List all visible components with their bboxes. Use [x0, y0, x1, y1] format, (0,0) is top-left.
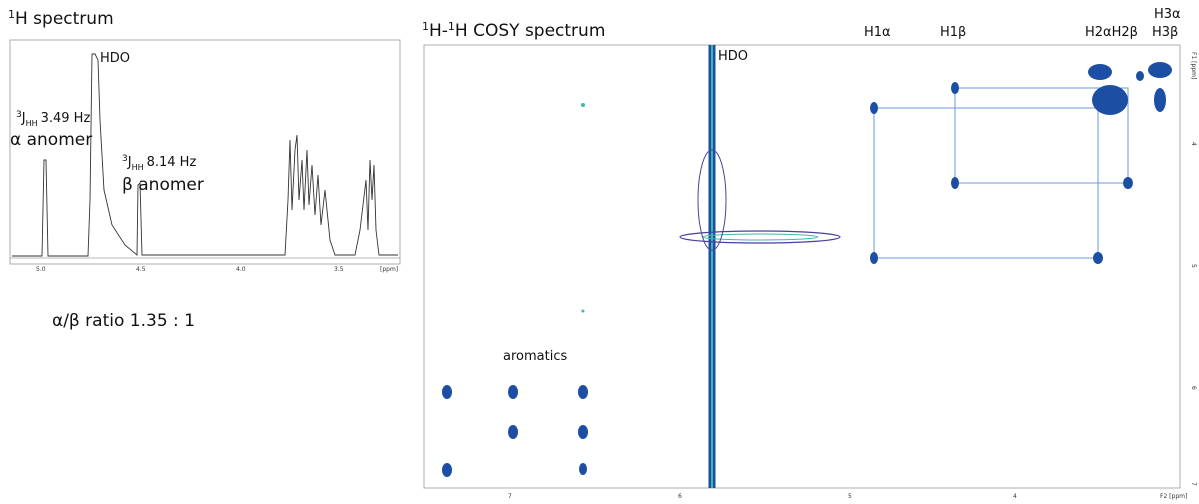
sub: HH [132, 163, 144, 172]
j: J [21, 111, 26, 126]
peak [581, 309, 585, 313]
right-frame [423, 44, 1181, 489]
label: H2αH2β [1085, 25, 1138, 40]
ratio: α/β ratio 1.35 : 1 [52, 311, 195, 331]
peak [578, 385, 588, 399]
title: H COSY spectrum [455, 21, 605, 41]
sup: 1 [448, 20, 455, 33]
hdo-label: HDO [100, 51, 130, 66]
tick: 7 [1190, 482, 1197, 486]
tick: 5 [848, 493, 852, 500]
title: H spectrum [15, 9, 114, 29]
j: J [127, 155, 132, 170]
tick: 4 [1013, 493, 1017, 500]
sup: 3 [16, 110, 22, 120]
peak [508, 425, 518, 439]
hdo-streak [697, 149, 727, 251]
label: H1β [940, 25, 966, 40]
label: HDO [718, 49, 748, 64]
peak [1154, 88, 1166, 112]
peak [870, 252, 878, 264]
alpha-name: α anomer [10, 130, 92, 150]
tick: 4 [1190, 142, 1197, 146]
peak [1088, 64, 1112, 80]
label: aromatics [503, 349, 567, 364]
peak [581, 103, 585, 107]
hdo-streak [679, 230, 841, 244]
right-title: 1H-1H COSY spectrum [422, 20, 605, 41]
peak [442, 463, 452, 477]
tick: F1 [ppm] [1190, 52, 1197, 79]
tick: 5.0 [36, 266, 46, 273]
hdo-streak [701, 233, 819, 241]
tick: [ppm] [380, 266, 398, 273]
label: H3β [1152, 25, 1178, 40]
coupling: 3.49 Hz [41, 111, 91, 126]
right-y-ticks: F1 [ppm] 4 5 6 7 [1190, 52, 1197, 486]
right-labels: H1α H1β H2αH2β H3α H3β HDO aromatics [503, 7, 1181, 364]
coupling: 8.14 Hz [147, 155, 197, 170]
peak [1092, 85, 1128, 115]
tick: 6 [678, 493, 682, 500]
tick: 6 [1190, 386, 1197, 390]
sup: 1 [422, 20, 429, 33]
right-x-ticks: 7 6 5 4 F2 [ppm] [508, 493, 1187, 500]
peak [951, 177, 959, 189]
tick: F2 [ppm] [1160, 493, 1187, 500]
left-title: 1H spectrum [8, 8, 114, 29]
left-x-ticks: 5.0 4.5 4.0 3.5 [ppm] [36, 266, 398, 273]
sup: 1 [8, 8, 15, 21]
peak [579, 463, 587, 475]
peak [578, 425, 588, 439]
left-frame [9, 39, 401, 265]
mid: H- [429, 21, 448, 41]
tick: 4.0 [236, 266, 246, 273]
label: H1α [864, 25, 891, 40]
beta-coupling: 3JHH 8.14 Hz [122, 154, 196, 172]
peak [951, 82, 959, 94]
sup: 3 [122, 154, 128, 164]
peak [1093, 252, 1103, 264]
label: H3α [1154, 7, 1181, 22]
peak [870, 102, 878, 114]
cross-peak-boxes [873, 87, 1129, 259]
sub: HH [26, 119, 38, 128]
cross-peaks [442, 62, 1172, 477]
peak [1136, 71, 1144, 81]
peak [1123, 177, 1133, 189]
h1-spectrum [12, 53, 398, 257]
tick: 7 [508, 493, 512, 500]
beta-name: β anomer [122, 175, 204, 195]
peak [508, 385, 518, 399]
tick: 3.5 [334, 266, 344, 273]
peak [442, 385, 452, 399]
tick: 4.5 [136, 266, 146, 273]
tick: 5 [1190, 264, 1197, 268]
peak [1148, 62, 1172, 78]
alpha-coupling: 3JHH 3.49 Hz [16, 110, 90, 128]
